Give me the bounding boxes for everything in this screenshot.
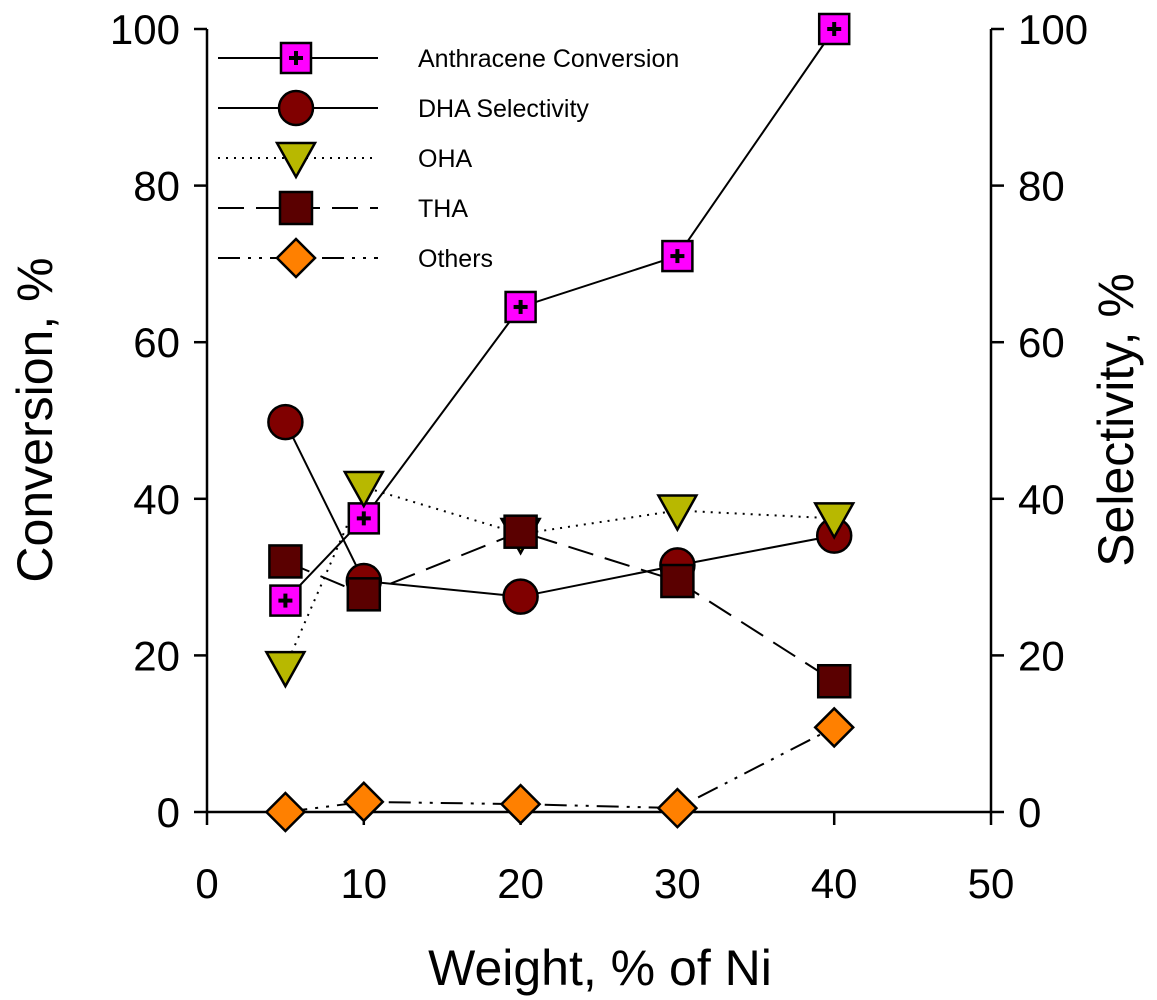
data-point-3-3 — [660, 563, 695, 599]
data-point-3-1 — [346, 577, 382, 612]
legend-label-3: THA — [418, 195, 468, 223]
data-point-4-1 — [343, 781, 385, 823]
legend: Anthracene Conversion DHA Selectivity OHA T… — [218, 41, 679, 279]
legend-label-4: Others — [418, 245, 493, 273]
data-point-1-0 — [267, 403, 304, 441]
right-y-tick-label: 60 — [1018, 319, 1065, 366]
right-y-tick-label: 100 — [1018, 6, 1088, 53]
left-y-tick-label: 80 — [133, 163, 180, 210]
series-markers — [264, 12, 856, 833]
data-point-0-3 — [661, 239, 694, 273]
legend-label-0: Anthracene Conversion — [418, 45, 679, 73]
data-point-4-3 — [656, 787, 699, 829]
series-lines — [284, 28, 836, 813]
right-y-axis-title: Selectivity, % — [1088, 273, 1144, 567]
right-y-tick-label: 80 — [1018, 163, 1065, 210]
data-point-0-0 — [269, 584, 302, 617]
legend-label-2: OHA — [418, 145, 473, 173]
data-point-3-0 — [268, 544, 303, 579]
data-point-3-2 — [503, 514, 538, 549]
left-y-tick-label: 0 — [157, 789, 180, 836]
x-tick-label: 40 — [811, 860, 858, 907]
data-point-2-1 — [342, 470, 385, 509]
left-y-axis-title: Conversion, % — [7, 257, 63, 582]
right-y-tick-label: 40 — [1018, 476, 1065, 523]
data-point-4-0 — [264, 791, 307, 833]
legend-marker-4 — [275, 237, 317, 279]
x-tick-label: 0 — [195, 860, 218, 907]
marker-square — [279, 41, 313, 75]
right-y-tick-label: 20 — [1018, 632, 1065, 679]
left-y-tick-label: 100 — [110, 6, 180, 53]
data-point-0-4 — [817, 12, 851, 46]
data-point-2-3 — [656, 494, 699, 533]
x-tick-label: 20 — [497, 860, 544, 907]
data-point-2-0 — [264, 650, 307, 689]
data-point-2-4 — [813, 502, 856, 540]
right-y-tick-label: 0 — [1018, 789, 1041, 836]
data-point-4-2 — [499, 783, 542, 825]
legend-marker-1 — [277, 89, 315, 127]
legend-label-1: DHA Selectivity — [418, 95, 589, 123]
x-tick-label: 50 — [968, 860, 1015, 907]
legend-marker-3 — [278, 190, 314, 226]
data-point-1-2 — [502, 578, 539, 615]
legend-marker-0 — [279, 41, 313, 75]
left-y-tick-label: 20 — [133, 632, 180, 679]
series-line-4 — [285, 726, 835, 813]
data-point-4-4 — [813, 706, 855, 749]
data-point-3-4 — [816, 663, 852, 699]
data-point-0-2 — [504, 290, 537, 324]
left-y-tick-label: 40 — [133, 476, 180, 523]
x-tick-label: 10 — [340, 860, 387, 907]
x-tick-label: 30 — [654, 860, 701, 907]
x-axis-title: Weight, % of Ni — [428, 940, 772, 996]
left-y-tick-label: 60 — [133, 319, 180, 366]
legend-marker-2 — [274, 141, 318, 180]
